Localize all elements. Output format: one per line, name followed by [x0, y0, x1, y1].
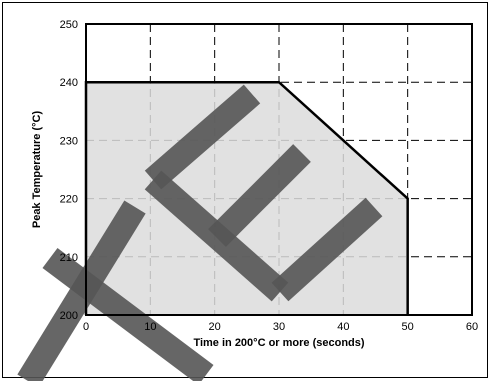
watermark-stroke: [144, 84, 261, 190]
x-tick-label: 40: [337, 321, 349, 333]
x-axis-ticks: 0 10 20 30 40 50 60: [83, 321, 478, 333]
y-tick-label: 200: [60, 310, 78, 322]
y-tick-label: 230: [60, 135, 78, 147]
x-axis-title: Time in 200°C or more (seconds): [193, 337, 364, 349]
y-tick-label: 250: [60, 19, 78, 31]
watermark-stroke: [271, 197, 383, 302]
x-tick-label: 20: [209, 321, 221, 333]
x-tick-label: 60: [466, 321, 478, 333]
x-tick-label: 10: [144, 321, 156, 333]
watermark-logo: [17, 84, 383, 381]
y-tick-label: 240: [60, 77, 78, 89]
y-tick-label: 220: [60, 194, 78, 206]
y-axis-ticks: 200 210 220 230 240 250: [60, 19, 78, 322]
y-axis-title: Peak Temperature (°C): [31, 111, 43, 229]
y-tick-label: 210: [60, 252, 78, 264]
plot-area-border: [85, 23, 473, 316]
x-tick-label: 0: [83, 321, 89, 333]
x-tick-label: 30: [273, 321, 285, 333]
watermark-stroke: [42, 248, 214, 381]
x-tick-label: 50: [402, 321, 414, 333]
watermark-stroke: [208, 144, 311, 247]
